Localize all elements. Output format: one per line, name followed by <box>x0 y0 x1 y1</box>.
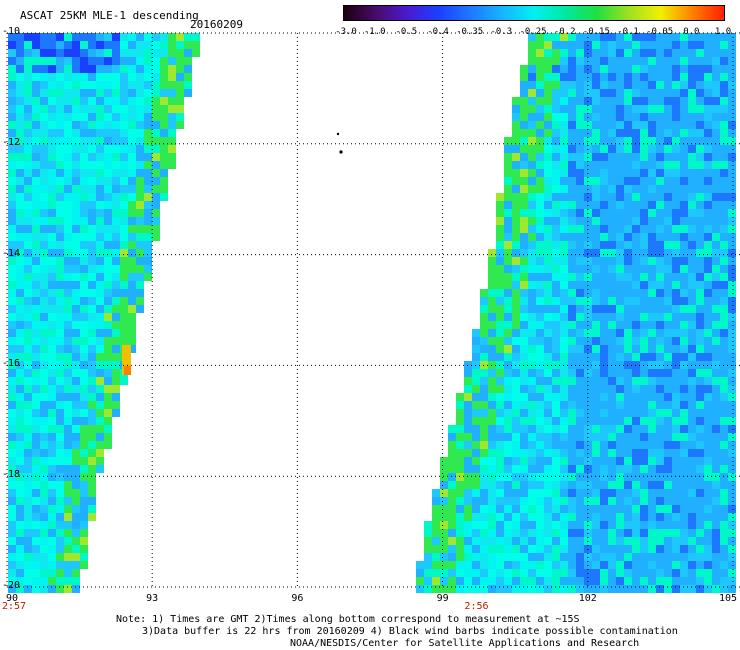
time-label: 2:56 <box>464 601 489 612</box>
lat-lon-grid <box>6 32 740 588</box>
longitude-label: 99 <box>436 593 449 604</box>
note-line-2: 3)Data buffer is 22 hrs from 20160209 4)… <box>142 626 678 637</box>
time-label: 2:57 <box>1 601 27 612</box>
note-line-1: Note: 1) Times are GMT 2)Times along bot… <box>116 614 580 625</box>
longitude-label: 96 <box>291 593 304 604</box>
longitude-label: 90 <box>5 593 19 604</box>
color-scale-label: -0.3 <box>490 27 513 37</box>
map-date: 20160209 <box>190 18 243 31</box>
color-scale-label: -0.35 <box>456 27 484 37</box>
latitude-label: -14 <box>2 247 21 259</box>
west-swath <box>8 33 200 593</box>
color-scale-bar <box>343 5 725 21</box>
color-scale-label: -0.05 <box>646 27 674 37</box>
latitude-label: -18 <box>2 469 21 481</box>
color-scale-label: -0.4 <box>427 27 449 37</box>
east-swath <box>416 33 736 593</box>
footnotes: Note: 1) Times are GMT 2)Times along bot… <box>0 614 740 650</box>
color-scale-label: -0.25 <box>519 27 547 37</box>
map-title: ASCAT 25KM MLE-1 descending <box>20 9 199 22</box>
high-value-patch <box>122 345 131 375</box>
latitude-label: -10 <box>2 26 21 37</box>
color-scale-label: -0.2 <box>553 27 576 37</box>
latitude-label: -12 <box>2 136 21 148</box>
longitude-label: 105 <box>718 593 738 604</box>
color-scale-label: -0.1 <box>617 27 639 37</box>
wind-swaths <box>8 33 736 593</box>
color-scale-label: 1.0 <box>714 27 732 37</box>
longitude-label: 93 <box>146 593 159 604</box>
longitude-label: 102 <box>578 593 597 604</box>
island-marks <box>336 132 343 154</box>
color-scale-label: 0.0 <box>683 27 700 37</box>
latitude-label: -20 <box>2 580 21 591</box>
color-scale-label: -1.0 <box>363 27 386 37</box>
color-scale-label: -0.5 <box>395 27 418 37</box>
note-line-3: NOAA/NESDIS/Center for Satellite Applica… <box>290 638 640 649</box>
color-scale-label: -3.0 <box>335 27 357 37</box>
color-scale-label: -0.15 <box>582 27 610 37</box>
latitude-label: -16 <box>2 358 21 370</box>
